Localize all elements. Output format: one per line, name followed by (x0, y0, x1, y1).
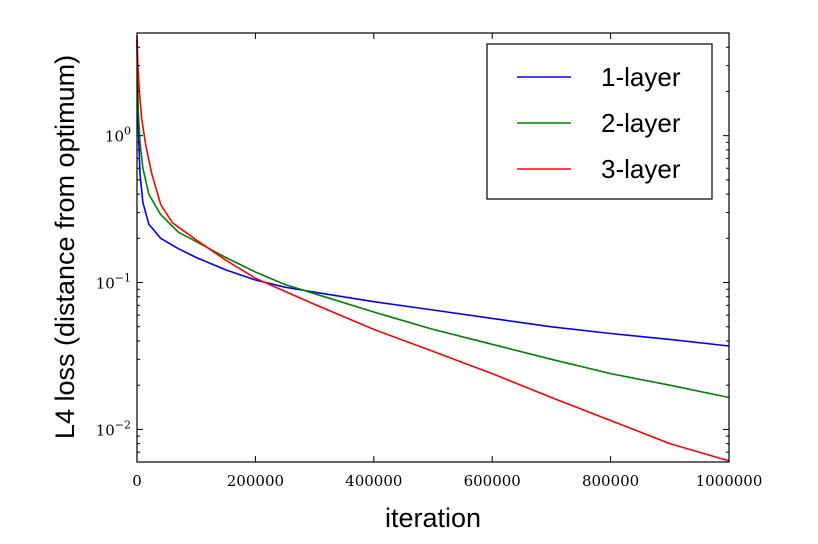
x-tick-label: 800000 (582, 472, 639, 490)
legend: 1-layer 2-layer 3-layer (486, 43, 713, 200)
y-tick-exponent: 0 (124, 125, 131, 138)
legend-label-1: 1-layer (601, 62, 681, 92)
x-tick-label: 600000 (464, 472, 521, 490)
y-tick-exponent: −2 (115, 418, 131, 431)
legend-label-3: 3-layer (601, 154, 681, 184)
series-line-1 (136, 39, 730, 347)
x-ticks: 0 200000 400000 600000 800000 1000000 (132, 33, 762, 490)
y-tick-base: 10 (105, 128, 124, 146)
x-tick-label: 400000 (345, 472, 402, 490)
y-tick-label: 100 (105, 125, 131, 146)
series-line-3 (136, 35, 730, 462)
y-tick-label: 10−1 (96, 272, 131, 293)
legend-label-2: 2-layer (601, 108, 681, 138)
plot-frame (136, 32, 730, 463)
x-tick-label: 0 (132, 472, 142, 490)
y-tick-base: 10 (96, 421, 115, 439)
y-tick-label: 10−2 (96, 418, 131, 439)
x-axis-label: iteration (385, 503, 481, 533)
x-tick-label: 200000 (227, 472, 284, 490)
y-tick-exponent: −1 (115, 272, 131, 285)
series-line-2 (136, 39, 730, 399)
y-axis-label: L4 loss (distance from optimum) (50, 55, 80, 439)
x-tick-label: 1000000 (696, 472, 763, 490)
y-tick-base: 10 (96, 275, 115, 293)
series-layer (136, 35, 730, 462)
legend-box (486, 43, 713, 200)
